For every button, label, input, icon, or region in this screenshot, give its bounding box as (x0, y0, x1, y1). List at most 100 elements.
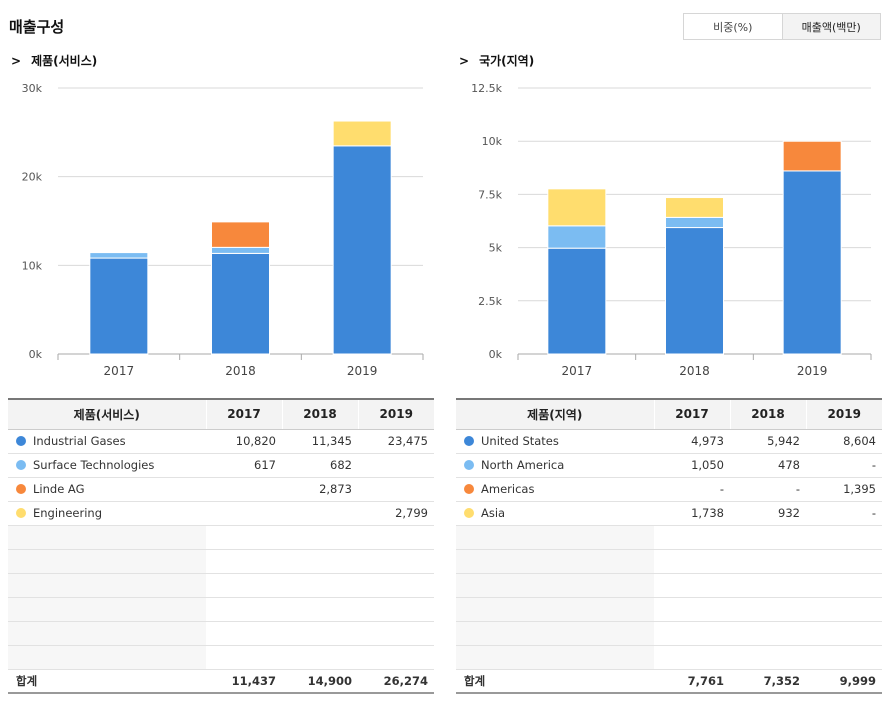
total-label: 합계 (456, 668, 654, 694)
bar-segment[interactable] (547, 225, 607, 249)
page-title: 매출구성 (9, 18, 65, 36)
toggle-ratio-button[interactable]: 비중(%) (684, 14, 782, 39)
product-section-title: > 제품(서비스) (11, 52, 97, 69)
bar-segment[interactable] (547, 188, 607, 227)
row-label: Industrial Gases (8, 429, 206, 454)
empty-cell (282, 621, 358, 646)
series-name: Asia (481, 506, 506, 520)
bar-segment[interactable] (665, 197, 724, 218)
x-tick-label: 2017 (562, 364, 593, 378)
empty-cell (282, 549, 358, 574)
series-name: Surface Technologies (33, 458, 155, 472)
legend-dot-icon (464, 436, 474, 446)
table-cell: 11,345 (282, 429, 358, 454)
empty-cell (806, 645, 882, 670)
row-label: North America (456, 453, 654, 478)
table-row: Industrial Gases 10,820 11,345 23,475 (8, 429, 434, 454)
empty-cell (456, 597, 654, 622)
legend-dot-icon (16, 436, 26, 446)
empty-cell (806, 549, 882, 574)
empty-cell (654, 645, 730, 670)
empty-row (456, 621, 882, 646)
empty-cell (456, 549, 654, 574)
bar-segment[interactable] (332, 120, 392, 147)
empty-cell (654, 573, 730, 598)
y-tick-label: 12.5k (471, 82, 502, 95)
table-row: United States 4,973 5,942 8,604 (456, 429, 882, 454)
series-name: Engineering (33, 506, 102, 520)
y-tick-label: 5k (489, 242, 503, 255)
empty-cell (8, 573, 206, 598)
table-header-year: 2017 (205, 398, 282, 430)
y-tick-label: 0k (489, 348, 503, 361)
row-label: Surface Technologies (8, 453, 206, 478)
empty-cell (206, 621, 282, 646)
region-section-title: > 국가(지역) (459, 52, 534, 69)
series-name: Linde AG (33, 482, 85, 496)
empty-row (8, 597, 434, 622)
series-name: Americas (481, 482, 535, 496)
empty-cell (456, 621, 654, 646)
table-cell (282, 501, 358, 526)
bar-segment[interactable] (211, 246, 270, 254)
table-cell: 2,799 (358, 501, 434, 526)
empty-cell (358, 525, 434, 550)
empty-cell (206, 645, 282, 670)
empty-row (8, 645, 434, 670)
legend-dot-icon (16, 460, 26, 470)
empty-cell (282, 645, 358, 670)
region-table: 제품(지역) 2017 2018 2019 United States 4,973… (456, 398, 882, 694)
total-cell: 9,999 (806, 668, 882, 694)
bar-segment[interactable] (89, 252, 149, 259)
x-tick-label: 2017 (104, 364, 135, 378)
empty-row (456, 645, 882, 670)
empty-row (8, 549, 434, 574)
bar-segment[interactable] (211, 221, 270, 248)
product-section-label: 제품(서비스) (31, 54, 98, 68)
bar-segment[interactable] (211, 252, 270, 355)
empty-cell (8, 645, 206, 670)
table-cell (206, 501, 282, 526)
table-header-name: 제품(지역) (456, 398, 654, 430)
table-row: North America 1,050 478- (456, 453, 882, 478)
y-tick-label: 10k (482, 135, 503, 148)
table-row: Asia 1,738 932- (456, 501, 882, 526)
empty-cell (730, 573, 806, 598)
table-row: Engineering 2,799 (8, 501, 434, 526)
empty-cell (282, 573, 358, 598)
series-name: North America (481, 458, 565, 472)
y-tick-label: 10k (22, 259, 43, 272)
bar-segment[interactable] (782, 140, 842, 172)
empty-cell (456, 525, 654, 550)
bar-segment[interactable] (89, 257, 149, 355)
chevron-right-icon: > (11, 54, 22, 68)
table-cell: 1,050 (654, 453, 730, 478)
y-tick-label: 0k (29, 348, 43, 361)
region-chart: 0k 2.5k 5k 7.5k 10k 12.5k 2017 2018 2019 (471, 82, 872, 378)
table-cell: - (654, 477, 730, 502)
region-section-label: 국가(지역) (479, 54, 535, 68)
bar-segment[interactable] (782, 170, 842, 355)
total-label: 합계 (8, 668, 206, 694)
bar-segment[interactable] (665, 227, 724, 355)
empty-cell (358, 573, 434, 598)
total-cell: 7,761 (654, 668, 730, 694)
bar-segment[interactable] (332, 145, 392, 355)
empty-cell (806, 525, 882, 550)
table-header-year: 2018 (729, 398, 806, 430)
table-cell: - (806, 501, 882, 526)
series-name: United States (481, 434, 559, 448)
x-tick-label: 2018 (679, 364, 710, 378)
empty-cell (730, 621, 806, 646)
empty-row (456, 573, 882, 598)
total-cell: 7,352 (730, 668, 806, 694)
bar-segment[interactable] (665, 216, 724, 229)
table-cell (358, 477, 434, 502)
empty-cell (654, 621, 730, 646)
bar-segment[interactable] (547, 247, 607, 355)
toggle-amount-button[interactable]: 매출액(백만) (781, 14, 880, 39)
empty-cell (654, 549, 730, 574)
empty-cell (206, 549, 282, 574)
empty-cell (358, 597, 434, 622)
table-header-year: 2018 (281, 398, 358, 430)
